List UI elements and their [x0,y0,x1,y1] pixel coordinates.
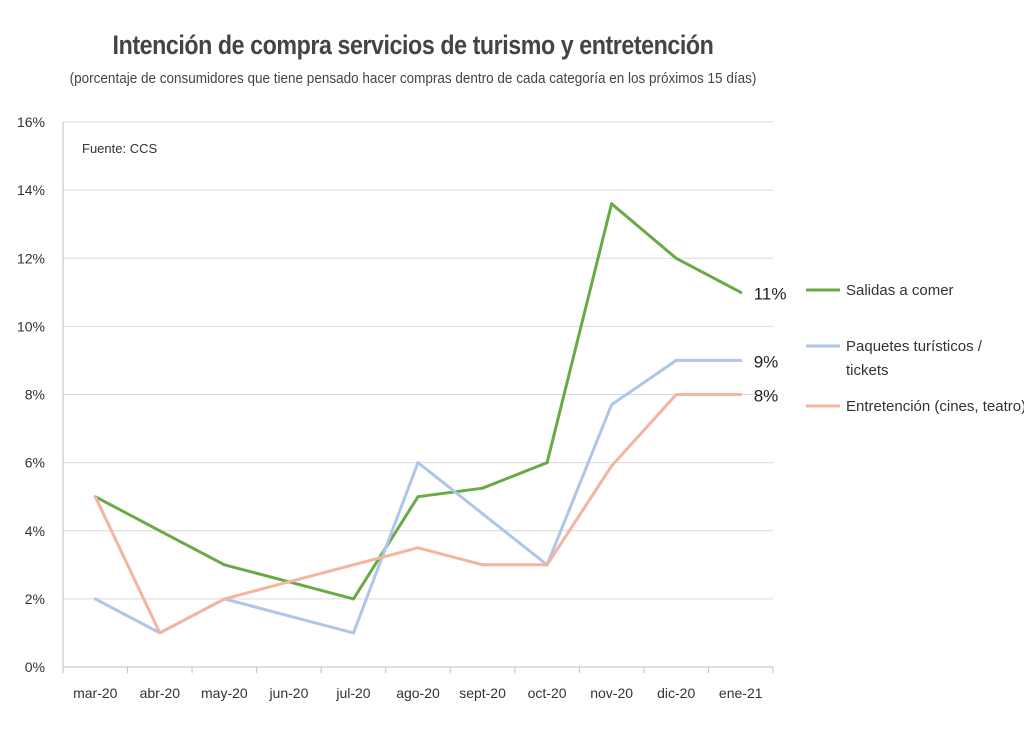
data-point [739,393,743,396]
end-value-label: 9% [754,352,779,371]
data-point [351,597,355,601]
gridlines [63,121,773,600]
x-tick-label: mar-20 [73,685,118,701]
data-point [351,563,355,567]
data-point [610,403,614,407]
y-tick-label: 14% [17,182,45,198]
y-tick-label: 8% [25,387,45,403]
y-tick-label: 12% [17,250,45,266]
data-point [416,495,420,499]
x-tick-label: nov-20 [590,685,633,701]
data-point [610,202,614,206]
y-tick-label: 6% [25,455,45,471]
data-point [93,495,97,499]
data-point [351,631,355,635]
data-point [158,529,162,533]
x-tick-label: jun-20 [268,685,308,701]
data-point [93,597,97,601]
legend-label: Paquetes turísticos / [846,338,983,355]
chart-title: Intención de compra servicios de turismo… [112,30,714,60]
end-value-label: 11% [754,284,787,303]
x-tick-label: sept-20 [459,685,506,701]
data-point [222,563,226,567]
series-line [93,202,743,601]
legend-label: Entretención (cines, teatro) [846,398,1024,415]
y-tick-label: 2% [25,591,45,607]
x-tick-label: oct-20 [528,685,567,701]
series-line [93,393,743,635]
chart-subtitle: (porcentaje de consumidores que tiene pe… [69,70,757,87]
x-tick-label: ago-20 [396,685,440,701]
data-point [674,393,678,396]
x-tick-label: abr-20 [140,685,181,701]
data-point [481,563,485,567]
series-lines [93,202,743,635]
x-tick-label: dic-20 [657,685,695,701]
y-axis-tick-labels: 0% 2% 4% 6% 8% 10% 12% 14% 16% [17,114,45,675]
legend-label: Salidas a comer [846,282,954,299]
x-tick-label: ene-21 [719,685,763,701]
x-axis-tick-labels: mar-20 abr-20 may-20 jun-20 jul-20 ago-20 sept… [73,685,763,701]
legend: Salidas a comer Paquetes turísticos / tick… [806,282,1024,415]
end-value-labels: 11% 9% 8% [754,284,787,405]
axes [62,122,774,673]
data-point [481,486,485,490]
data-point [545,461,549,465]
legend-label: tickets [846,362,889,379]
data-point [158,631,162,635]
x-tick-label: may-20 [201,685,248,701]
y-tick-label: 10% [17,318,45,334]
x-tick-label: jul-20 [335,685,370,701]
data-point [739,358,743,362]
data-point [416,546,420,550]
y-tick-label: 16% [17,114,45,130]
data-point [739,290,743,294]
data-point [222,597,226,601]
data-point [287,614,291,618]
data-point [287,580,291,584]
data-point [545,563,549,567]
data-point [481,512,485,516]
source-note: Fuente: CCS [82,141,157,156]
y-tick-label: 4% [25,523,45,539]
data-point [674,358,678,362]
end-value-label: 8% [754,387,779,406]
data-point [416,461,420,465]
y-tick-label: 0% [25,659,45,675]
data-point [610,464,614,468]
data-point [674,256,678,260]
